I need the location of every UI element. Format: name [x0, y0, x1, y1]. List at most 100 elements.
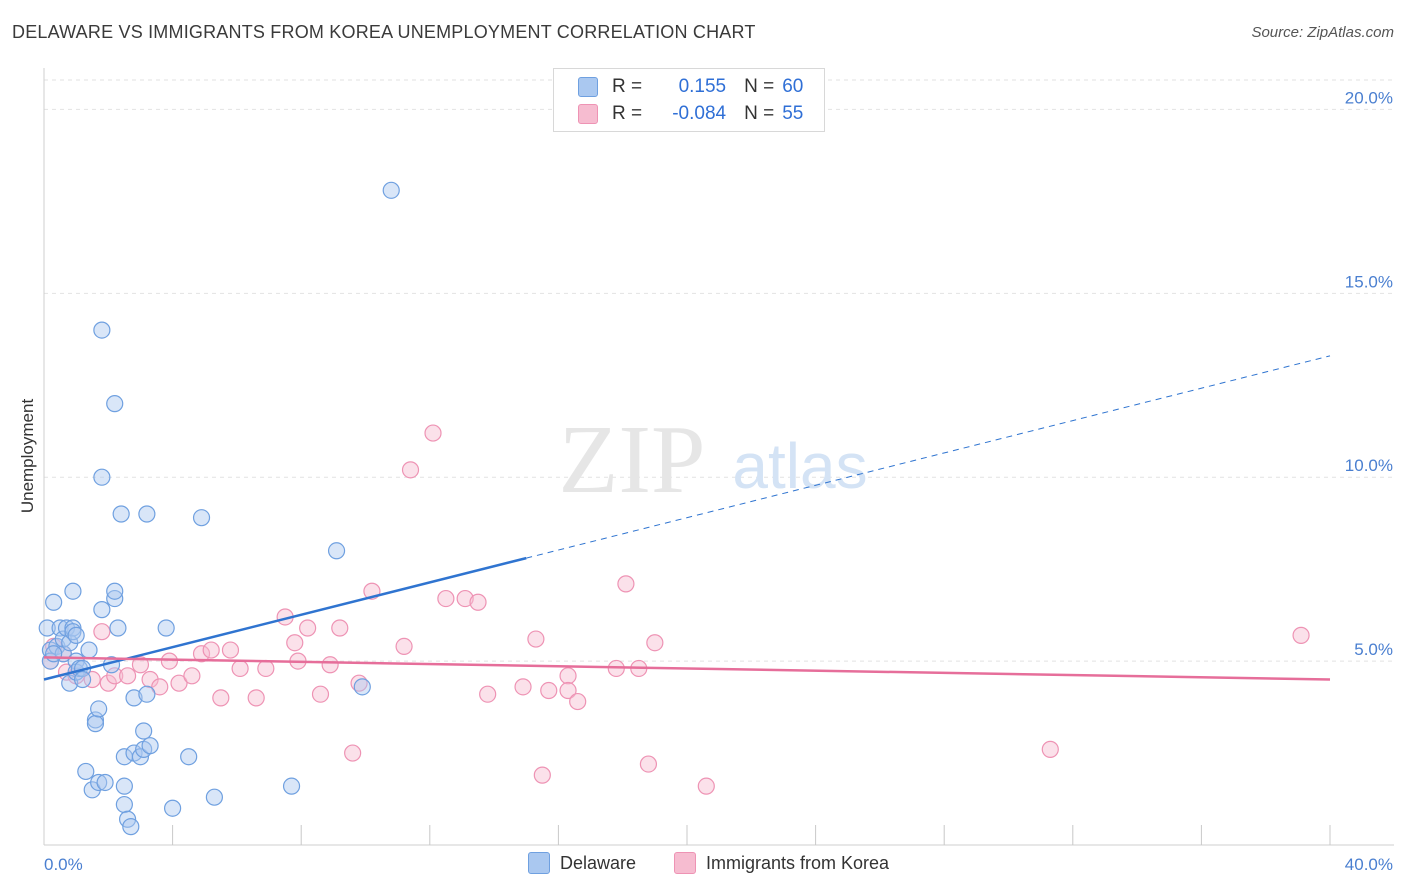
legend-n-korea: 55 — [782, 103, 804, 124]
korea-point — [192, 645, 211, 663]
korea-point — [286, 634, 304, 652]
korea-point — [1041, 740, 1059, 758]
delaware-point — [192, 509, 211, 527]
korea-point — [479, 685, 497, 703]
legend-r-label: R = — [612, 103, 643, 124]
x-tick-label: 0.0% — [44, 855, 83, 874]
korea-point — [533, 766, 551, 784]
delaware-point — [112, 505, 130, 523]
delaware-point — [115, 777, 133, 795]
legend-item-delaware: Delaware — [528, 852, 636, 874]
legend-r-delaware: 0.155 — [678, 76, 727, 97]
delaware-point — [90, 700, 108, 718]
delaware-point — [38, 619, 56, 637]
delaware-point — [64, 582, 82, 600]
delaware-point — [93, 468, 111, 486]
legend-n-delaware: 60 — [782, 76, 804, 97]
korea-point — [469, 593, 487, 611]
korea-point — [151, 678, 169, 696]
delaware-point — [67, 626, 85, 644]
delaware-point — [86, 715, 105, 733]
korea-point — [331, 619, 349, 637]
legend-n-label: N = — [744, 76, 775, 97]
watermark-atlas: atlas — [732, 430, 867, 502]
delaware-point — [106, 395, 124, 413]
korea-trend-line — [43, 656, 1331, 681]
delaware-point — [382, 181, 400, 199]
tick-labels: 5.0% 10.0% 15.0% 20.0% 0.0% 40.0% — [44, 88, 1393, 874]
delaware-point — [135, 722, 153, 740]
delaware-point — [106, 589, 124, 608]
delaware-point — [125, 689, 143, 707]
korea-point — [299, 619, 317, 637]
watermark: ZIP atlas — [559, 406, 868, 514]
y-tick-label: 5.0% — [1354, 640, 1393, 659]
legend-label-delaware: Delaware — [560, 852, 637, 873]
korea-point — [160, 652, 178, 670]
delaware-point — [138, 505, 156, 523]
y-axis-label: Unemployment — [18, 398, 37, 514]
delaware-point — [115, 795, 133, 814]
delaware-point — [122, 818, 140, 836]
korea-point — [247, 689, 265, 707]
korea-point — [401, 461, 420, 479]
delaware-point — [205, 788, 223, 806]
korea-point — [639, 755, 658, 773]
delaware-point — [282, 777, 301, 795]
korea-point — [456, 589, 474, 608]
delaware-point — [138, 685, 156, 703]
korea-point — [83, 670, 101, 689]
delaware-point — [51, 619, 69, 637]
korea-point — [697, 777, 715, 795]
delaware-point — [93, 321, 111, 339]
correlation-legend: R = 0.155 N = 60 R = -0.084 N = 55 — [553, 68, 825, 132]
delaware-point — [77, 762, 95, 781]
korea-point — [646, 634, 664, 652]
x-tick-label: 40.0% — [1345, 855, 1393, 874]
korea-point — [106, 667, 124, 685]
delaware-point — [164, 799, 182, 817]
y-tick-label: 10.0% — [1345, 456, 1393, 475]
korea-point — [221, 641, 240, 659]
chart-title: DELAWARE VS IMMIGRANTS FROM KOREA UNEMPL… — [12, 22, 756, 42]
legend-swatch-delaware — [578, 77, 598, 97]
korea-point — [202, 641, 220, 659]
korea-point — [257, 659, 275, 678]
delaware-point — [80, 641, 98, 659]
korea-point — [437, 589, 455, 608]
delaware-point — [73, 670, 92, 689]
y-tick-label: 20.0% — [1345, 88, 1393, 107]
korea-point — [559, 681, 577, 700]
y-tick-label: 15.0% — [1345, 272, 1393, 291]
korea-point — [527, 630, 545, 648]
watermark-zip: ZIP — [559, 406, 706, 514]
korea-point — [170, 674, 188, 692]
korea-point — [212, 689, 230, 707]
korea-point — [617, 575, 635, 593]
legend-swatch-korea — [578, 104, 598, 124]
axes — [43, 68, 1394, 846]
delaware-point — [109, 619, 127, 637]
korea-point — [344, 744, 362, 762]
delaware-point — [353, 678, 371, 696]
korea-point — [93, 623, 111, 641]
korea-point — [183, 667, 201, 685]
delaware-point — [86, 711, 105, 729]
korea-point — [311, 685, 330, 703]
delaware-points — [38, 181, 400, 836]
korea-point — [1292, 626, 1310, 644]
legend-r-label: R = — [612, 76, 643, 97]
series-legend: Delaware Immigrants from Korea — [0, 852, 1406, 878]
korea-point — [131, 656, 150, 674]
legend-n-label: N = — [744, 103, 775, 124]
gridlines — [44, 79, 1394, 662]
trend-lines — [43, 355, 1331, 681]
delaware-point — [106, 582, 124, 600]
delaware-point — [157, 619, 175, 637]
delaware-point — [180, 748, 198, 766]
delaware-point — [90, 773, 108, 792]
delaware-point — [45, 593, 63, 611]
korea-point — [559, 667, 577, 685]
legend-r-korea: -0.084 — [672, 103, 727, 124]
